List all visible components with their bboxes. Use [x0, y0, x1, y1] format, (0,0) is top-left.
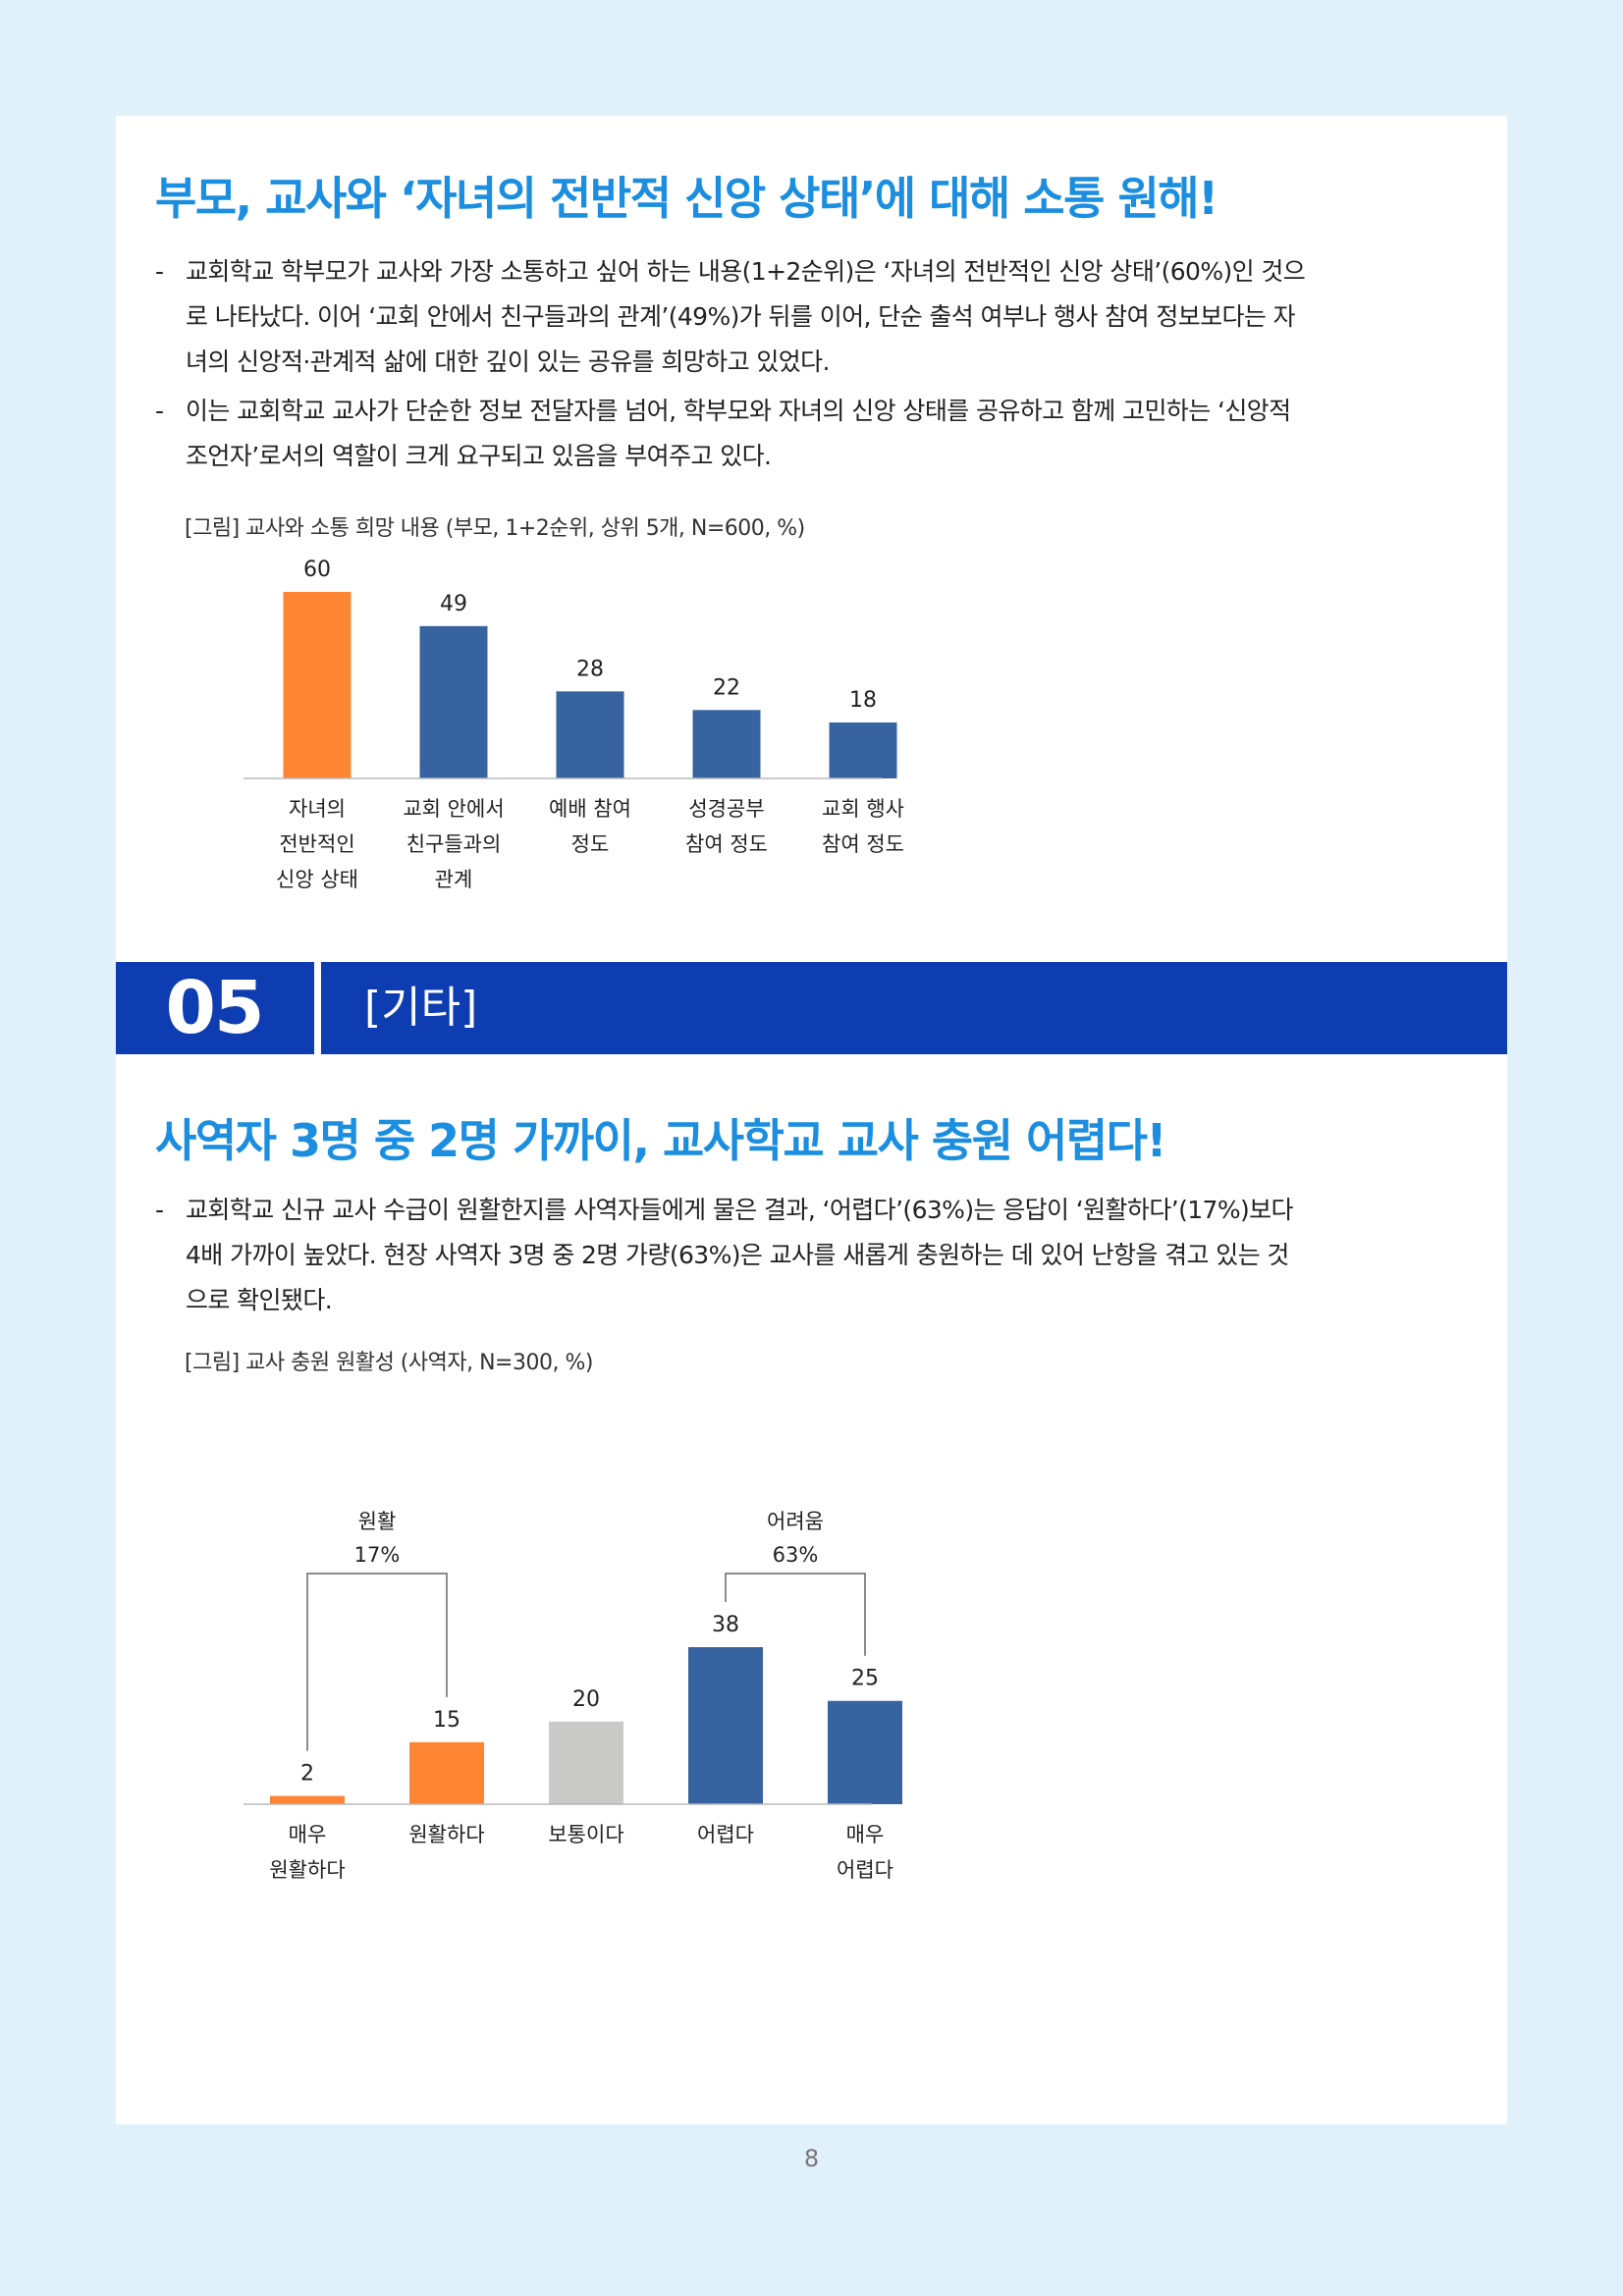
figure1-caption: [그림] 교사와 소통 희망 내용 (부모, 1+2순위, 상위 5개, N=6… — [185, 516, 805, 541]
chart-bar — [283, 592, 352, 778]
chart-teacher-recruitment: 2매우원활하다15원활하다20보통이다38어렵다25매우어렵다원활17%어려움6… — [243, 1510, 902, 1882]
category-label: 참여 정도 — [822, 832, 904, 856]
section2-paragraph-1: - 교회학교 신규 교사 수급이 원활한지를 사역자들에게 물은 결과, ‘어렵… — [155, 1188, 1476, 1323]
category-label: 매우 — [289, 1823, 327, 1846]
data-label: 38 — [712, 1613, 739, 1637]
category-label: 교회 안에서 — [403, 797, 504, 821]
annotation-value: 17% — [354, 1543, 401, 1567]
category-label: 참여 정도 — [685, 832, 768, 856]
data-label: 22 — [713, 675, 740, 700]
section-divider — [314, 962, 321, 1054]
data-label: 60 — [303, 558, 331, 582]
category-label: 정도 — [571, 832, 610, 856]
category-label: 보통이다 — [548, 1823, 623, 1846]
page-number: 8 — [803, 2145, 820, 2172]
paragraph-line: 로 나타났다. 이어 ‘교회 안에서 친구들과의 관계’(49%)가 뒤를 이어… — [186, 302, 1296, 331]
category-label: 관계 — [435, 868, 473, 891]
category-label: 어렵다 — [837, 1858, 893, 1882]
data-label: 15 — [433, 1708, 460, 1733]
bullet-dash: - — [155, 1196, 164, 1224]
paragraph-line: 이는 교회학교 교사가 단순한 정보 전달자를 넘어, 학부모와 자녀의 신앙 … — [186, 397, 1291, 425]
section1-paragraph-2: - 이는 교회학교 교사가 단순한 정보 전달자를 넘어, 학부모와 자녀의 신… — [155, 389, 1476, 479]
paragraph-line: 4배 가까이 높았다. 현장 사역자 3명 중 2명 가량(63%)은 교사를 … — [186, 1241, 1289, 1269]
data-label: 2 — [300, 1762, 314, 1787]
annotation-value: 63% — [773, 1543, 819, 1567]
annotation-bracket — [725, 1573, 866, 1656]
category-label: 매우 — [846, 1823, 885, 1846]
chart-bar — [409, 1741, 484, 1804]
category-label: 신앙 상태 — [276, 868, 358, 891]
data-label: 20 — [572, 1687, 600, 1712]
chart-bar — [270, 1795, 345, 1804]
section2-heading: 사역자 3명 중 2명 가까이, 교사학교 교사 충원 어렵다! — [155, 1114, 1166, 1167]
paragraph-line: 교회학교 신규 교사 수급이 원활한지를 사역자들에게 물은 결과, ‘어렵다’… — [186, 1196, 1294, 1224]
category-label: 교회 행사 — [822, 797, 904, 821]
paragraph-line: 교회학교 학부모가 교사와 가장 소통하고 싶어 하는 내용(1+2순위)은 ‘… — [186, 257, 1306, 286]
section1-paragraph-1: - 교회학교 학부모가 교사와 가장 소통하고 싶어 하는 내용(1+2순위)은… — [155, 249, 1476, 385]
section-bar: 05 [기타] — [116, 962, 1507, 1054]
bullet-dash: - — [155, 397, 164, 425]
annotation-label: 원활 — [358, 1510, 397, 1533]
category-label: 원활하다 — [408, 1823, 484, 1846]
category-label: 어렵다 — [697, 1823, 754, 1846]
data-label: 49 — [440, 592, 467, 616]
paragraph-line: 조언자’로서의 역할이 크게 요구되고 있음을 부여주고 있다. — [186, 442, 772, 470]
page-card: 부모, 교사와 ‘자녀의 전반적 신앙 상태’에 대해 소통 원해! - 교회학… — [116, 116, 1507, 2124]
chart-bar — [828, 1700, 902, 1804]
annotation-bracket — [306, 1573, 448, 1751]
category-label: 원활하다 — [269, 1858, 345, 1882]
chart-bar — [829, 722, 897, 778]
category-label: 성경공부 — [688, 797, 764, 821]
bullet-dash: - — [155, 257, 164, 286]
category-label: 전반적인 — [279, 832, 354, 856]
category-label: 예배 참여 — [549, 797, 631, 821]
section-number: 05 — [165, 966, 265, 1050]
chart-bar — [549, 1721, 623, 1804]
paragraph-line: 녀의 신앙적·관계적 삶에 대한 깊이 있는 공유를 희망하고 있었다. — [186, 347, 830, 376]
annotation-label: 어려움 — [767, 1510, 824, 1533]
data-label: 28 — [576, 657, 604, 681]
figure2-caption: [그림] 교사 충원 원활성 (사역자, N=300, %) — [185, 1351, 593, 1375]
category-label: 자녀의 — [289, 797, 346, 821]
chart-bar — [692, 710, 761, 778]
data-label: 25 — [851, 1667, 879, 1691]
section-title: [기타] — [364, 983, 478, 1033]
paragraph-line: 으로 확인됐다. — [186, 1286, 333, 1314]
chart-bar — [419, 625, 488, 778]
chart-bar — [688, 1647, 763, 1804]
data-label: 18 — [849, 688, 877, 713]
chart-bar — [556, 691, 624, 778]
section1-heading: 부모, 교사와 ‘자녀의 전반적 신앙 상태’에 대해 소통 원해! — [155, 172, 1218, 225]
category-label: 친구들과의 — [406, 832, 502, 856]
